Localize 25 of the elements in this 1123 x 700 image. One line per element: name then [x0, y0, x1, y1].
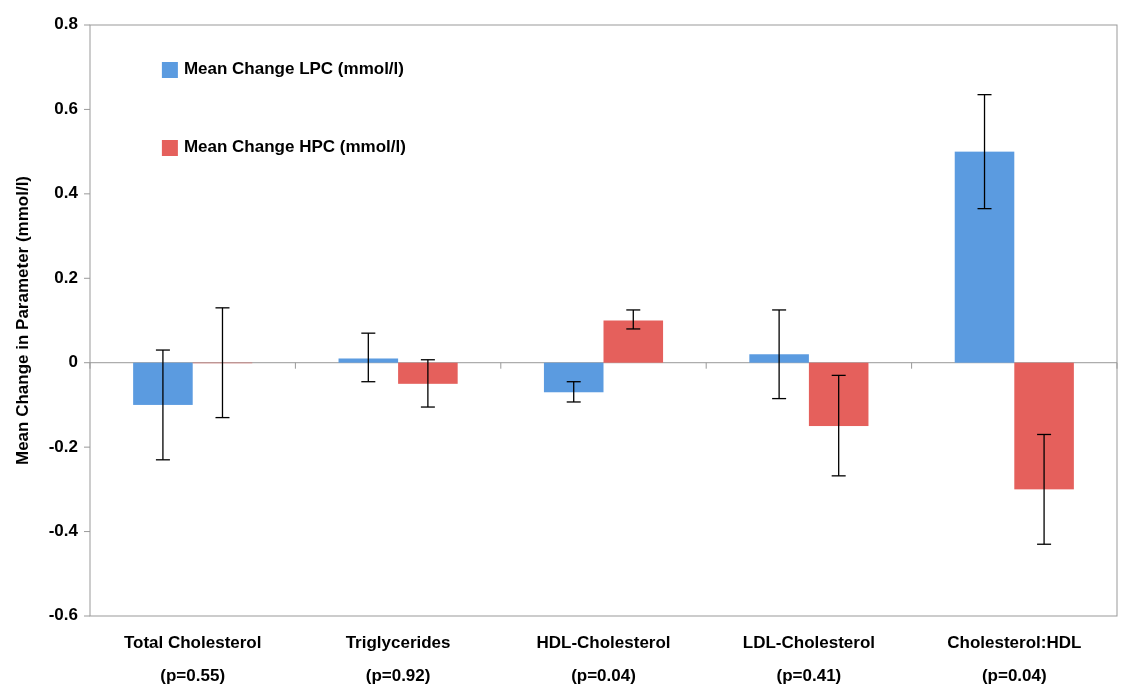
bar [543, 362, 604, 393]
y-tick-label: 0.8 [54, 14, 78, 34]
y-tick-label: 0 [68, 352, 78, 372]
bar [133, 362, 193, 405]
x-tick-label: HDL-Cholesterol (p=0.04) [536, 633, 671, 685]
bar [954, 151, 1015, 363]
y-tick-label: 0.6 [54, 98, 78, 118]
y-tick-label: 0.2 [54, 267, 78, 287]
bar [603, 320, 664, 363]
bar [1014, 362, 1074, 490]
x-tick-label: Triglycerides (p=0.92) [345, 633, 451, 685]
bar [808, 362, 869, 427]
y-tick-label: -0.2 [48, 436, 78, 456]
bar [398, 362, 458, 384]
y-axis-title: Mean Change in Parameter (mmol/l) [13, 175, 33, 466]
x-tick-label: Total Cholesterol (p=0.55) [123, 633, 262, 685]
y-tick-label: -0.4 [48, 521, 79, 541]
legend-label: Mean Change HPC (mmol/l) [183, 137, 406, 157]
x-tick-label: LDL-Cholesterol (p=0.41) [742, 633, 876, 685]
bar [338, 358, 399, 363]
x-tick-label: Cholesterol:HDL (p=0.04) [947, 633, 1082, 685]
y-tick-label: 0.4 [54, 183, 79, 203]
y-tick-label: -0.6 [48, 605, 78, 625]
legend-label: Mean Change LPC (mmol/l) [183, 59, 404, 79]
bar [749, 354, 809, 363]
